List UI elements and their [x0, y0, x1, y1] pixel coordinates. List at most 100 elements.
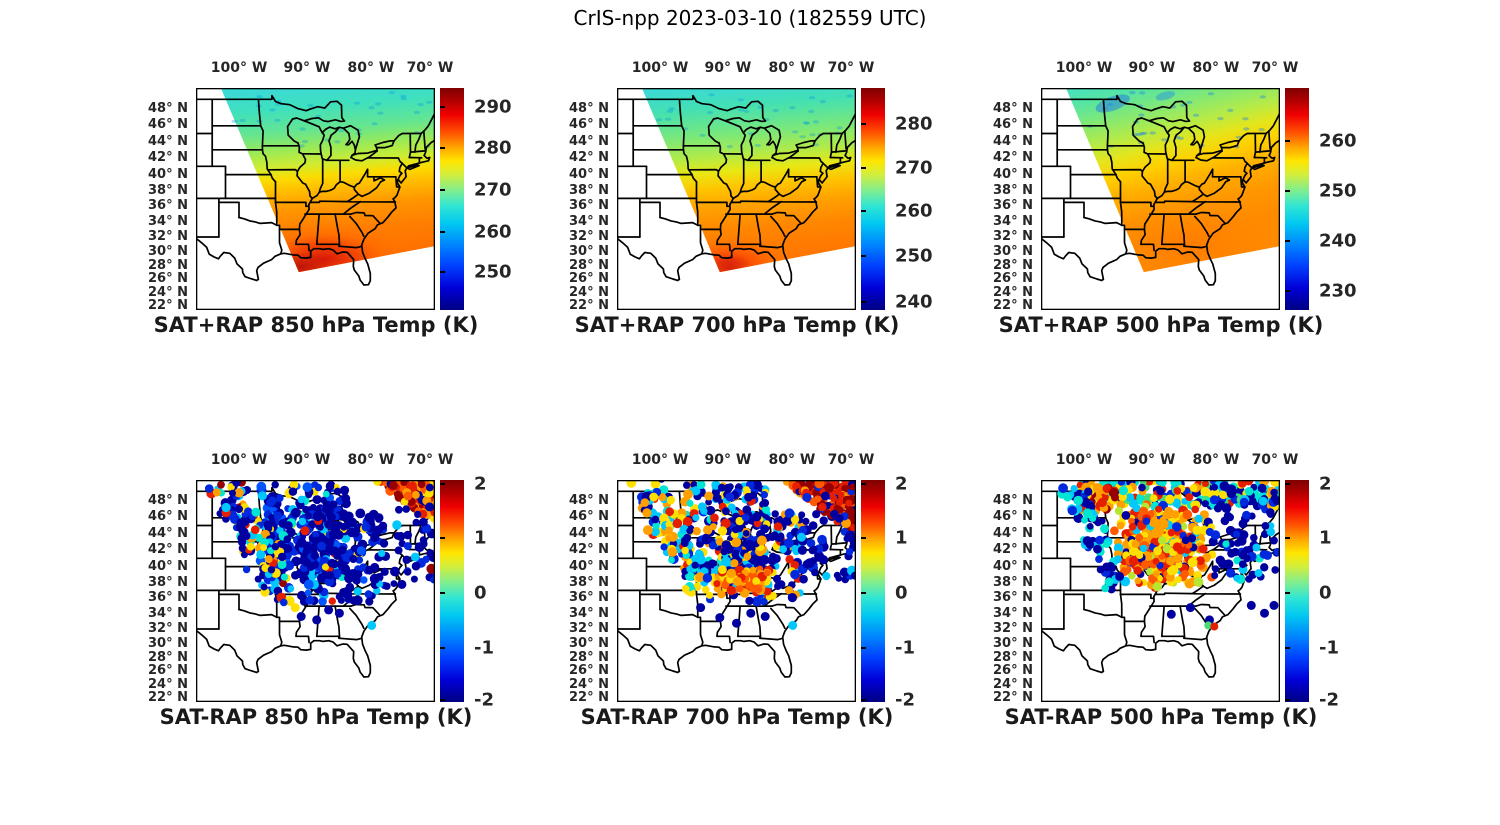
- colorbar: 2 1 0 -1 -2: [861, 474, 959, 710]
- x-tick-label: 80° W: [1192, 60, 1240, 76]
- map-area: [195, 87, 436, 311]
- x-tick-label: 90° W: [704, 60, 752, 76]
- x-tick-label: 90° W: [1128, 60, 1176, 76]
- y-tick-label: 38° N: [148, 182, 188, 198]
- colorbar-tick-label: 260: [1319, 130, 1357, 152]
- difference-map-svg: [616, 479, 857, 703]
- y-tick-label: 24° N: [569, 676, 609, 692]
- panel-title: SAT-RAP 500 hPa Temp (K): [1004, 705, 1318, 729]
- y-tick-label: 30° N: [148, 243, 188, 259]
- y-tick-label: 36° N: [148, 590, 188, 606]
- y-tick-label: 48° N: [148, 493, 188, 509]
- y-tick-label: 24° N: [148, 676, 188, 692]
- colorbar-gradient: [1285, 88, 1309, 310]
- y-tick-label: 22° N: [569, 689, 609, 705]
- colorbar-tick-mark: [440, 189, 445, 192]
- y-tick-label: 42° N: [569, 541, 609, 557]
- y-tick-label: 40° N: [569, 166, 609, 182]
- panel-sat-minus-rap-850: SAT-RAP 850 hPa Temp (K) 100° W 90° W 80° …: [126, 448, 538, 748]
- panel-sat-minus-rap-700: SAT-RAP 700 hPa Temp (K) 100° W 90° W 80° …: [547, 448, 959, 748]
- y-tick-label: 28° N: [148, 258, 188, 274]
- y-tick-label: 24° N: [148, 284, 188, 300]
- colorbar-tick-label: 280: [895, 113, 933, 135]
- colorbar-tick-mark: [440, 231, 445, 234]
- x-tick-label: 100° W: [1055, 452, 1113, 468]
- temperature-map-svg: [1040, 87, 1281, 311]
- y-tick-label: 46° N: [569, 509, 609, 525]
- colorbar: 290 280 270 260 250: [440, 88, 538, 310]
- colorbar-tick-mark: [861, 536, 866, 539]
- colorbar-tick-label: -1: [474, 637, 494, 659]
- x-tick-label: 90° W: [1128, 452, 1176, 468]
- panel-title: SAT+RAP 850 hPa Temp (K): [153, 313, 479, 337]
- y-tick-label: 34° N: [569, 213, 609, 229]
- colorbar-tick-mark: [861, 166, 866, 169]
- colorbar-gradient: [440, 480, 464, 702]
- x-tick-label: 90° W: [704, 452, 752, 468]
- x-tick-label: 80° W: [1192, 452, 1240, 468]
- y-tick-label: 48° N: [148, 101, 188, 117]
- colorbar-tick-label: 290: [474, 96, 512, 118]
- colorbar-tick-label: 0: [895, 582, 908, 604]
- y-tick-label: 42° N: [569, 149, 609, 165]
- y-tick-label: 40° N: [569, 558, 609, 574]
- y-tick-label: 32° N: [569, 620, 609, 636]
- colorbar-tick-label: 1: [474, 527, 487, 549]
- y-tick-label: 46° N: [148, 509, 188, 525]
- colorbar-tick-mark: [440, 271, 445, 274]
- y-tick-label: 40° N: [148, 558, 188, 574]
- difference-map-svg: [1040, 479, 1281, 703]
- panel-sat-plus-rap-500: SAT+RAP 500 hPa Temp (K) 100° W 90° W 80° …: [971, 56, 1383, 356]
- x-tick-label: 100° W: [1055, 60, 1113, 76]
- colorbar-tick-mark: [1285, 140, 1290, 143]
- y-tick-label: 42° N: [148, 149, 188, 165]
- colorbar-tick-mark: [440, 146, 445, 149]
- x-tick-label: 70° W: [1251, 452, 1299, 468]
- colorbar-tick-mark: [1285, 592, 1290, 595]
- x-tick-label: 70° W: [406, 60, 454, 76]
- colorbar-tick-mark: [861, 301, 866, 304]
- x-tick-label: 80° W: [768, 452, 816, 468]
- colorbar-tick-mark: [440, 592, 445, 595]
- colorbar-tick-mark: [440, 483, 445, 486]
- y-tick-label: 34° N: [148, 213, 188, 229]
- y-tick-label: 32° N: [993, 620, 1033, 636]
- y-tick-label: 40° N: [148, 166, 188, 182]
- colorbar-tick-mark: [440, 646, 445, 649]
- y-tick-label: 44° N: [148, 133, 188, 149]
- colorbar-tick-mark: [861, 646, 866, 649]
- colorbar-tick-label: 260: [895, 200, 933, 222]
- colorbar-tick-mark: [440, 536, 445, 539]
- y-tick-label: 26° N: [993, 271, 1033, 287]
- colorbar-tick-mark: [440, 106, 445, 109]
- colorbar-tick-label: -2: [474, 689, 494, 711]
- colorbar-tick-mark: [1285, 190, 1290, 193]
- y-tick-label: 38° N: [569, 574, 609, 590]
- y-tick-label: 38° N: [148, 574, 188, 590]
- panel-sat-plus-rap-700: SAT+RAP 700 hPa Temp (K) 100° W 90° W 80° …: [547, 56, 959, 356]
- y-tick-label: 30° N: [569, 635, 609, 651]
- y-tick-label: 42° N: [993, 541, 1033, 557]
- temperature-map-svg: [616, 87, 857, 311]
- y-tick-label: 42° N: [148, 541, 188, 557]
- y-tick-label: 22° N: [148, 689, 188, 705]
- x-tick-label: 80° W: [347, 452, 395, 468]
- x-tick-label: 70° W: [406, 452, 454, 468]
- map-area: [616, 479, 857, 703]
- colorbar-tick-mark: [861, 698, 866, 701]
- x-tick-label: 90° W: [283, 60, 331, 76]
- y-tick-label: 46° N: [993, 509, 1033, 525]
- colorbar-tick-mark: [1285, 240, 1290, 243]
- colorbar-gradient: [861, 88, 885, 310]
- y-tick-label: 34° N: [148, 605, 188, 621]
- y-tick-label: 26° N: [569, 271, 609, 287]
- colorbar-tick-label: 270: [474, 179, 512, 201]
- colorbar-tick-label: 1: [895, 527, 908, 549]
- colorbar-tick-label: 240: [1319, 230, 1357, 252]
- colorbar-tick-label: -2: [1319, 689, 1339, 711]
- panel-sat-minus-rap-500: SAT-RAP 500 hPa Temp (K) 100° W 90° W 80° …: [971, 448, 1383, 748]
- y-tick-label: 48° N: [993, 493, 1033, 509]
- y-tick-label: 30° N: [148, 635, 188, 651]
- y-tick-label: 38° N: [993, 574, 1033, 590]
- colorbar-gradient: [440, 88, 464, 310]
